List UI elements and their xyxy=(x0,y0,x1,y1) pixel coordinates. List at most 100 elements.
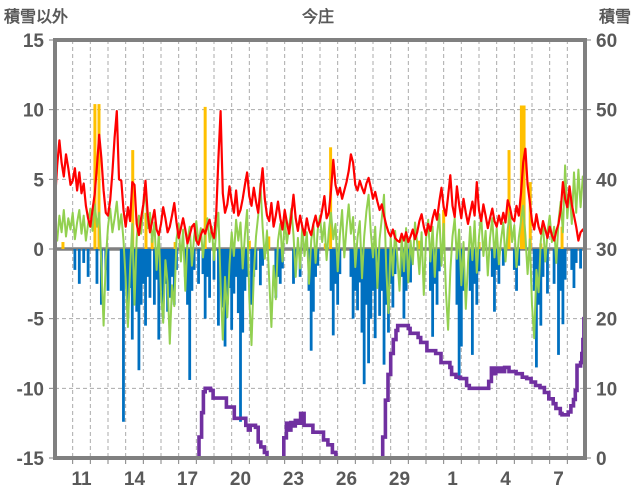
precip-bar xyxy=(367,249,370,364)
left-axis-label: -15 xyxy=(17,449,45,470)
precip-bar xyxy=(258,249,262,286)
left-axis-label: -5 xyxy=(27,310,44,331)
precip-bar xyxy=(77,249,81,284)
right-axis-label: 10 xyxy=(596,379,617,400)
precip-bar xyxy=(331,249,335,336)
precip-bar xyxy=(572,249,576,289)
precip-bar xyxy=(208,249,211,298)
precip-bar xyxy=(146,249,150,277)
precip-bar xyxy=(473,249,476,284)
precip-bar xyxy=(409,249,412,283)
precip-bar xyxy=(378,249,382,316)
precip-bar xyxy=(382,249,386,365)
sunshine-bar xyxy=(203,106,207,249)
precip-bar xyxy=(541,249,545,277)
precip-bar xyxy=(475,249,479,305)
precip-bar xyxy=(316,249,320,266)
precip-bar xyxy=(172,249,176,305)
temperature-line xyxy=(54,109,586,246)
snow-depth-line xyxy=(55,300,586,460)
precip-bar xyxy=(212,249,216,280)
precip-bar xyxy=(243,249,247,291)
precip-bar xyxy=(360,249,364,333)
precip-bar xyxy=(535,249,538,368)
sunshine-bar xyxy=(560,226,564,249)
precip-bar xyxy=(349,249,353,277)
precip-bar xyxy=(552,249,556,284)
left-axis-label: 10 xyxy=(23,101,44,122)
precip-bar xyxy=(148,249,152,298)
precip-bar xyxy=(351,249,355,319)
precip-bar xyxy=(497,249,501,284)
precip-bar xyxy=(241,249,245,333)
left-axis-title: 積雪以外 xyxy=(4,9,69,26)
right-axis-label: 30 xyxy=(596,240,617,261)
precip-bar xyxy=(221,249,225,308)
left-axis-label: 0 xyxy=(33,240,44,261)
precip-bar xyxy=(141,249,145,284)
precip-bar xyxy=(329,249,333,291)
left-axis-label: -10 xyxy=(17,379,44,400)
precip-bar xyxy=(559,249,563,291)
precip-bar xyxy=(477,249,481,272)
station-title: 今庄 xyxy=(301,9,335,26)
precip-bar xyxy=(95,249,99,284)
right-axis-title: 積雪 xyxy=(598,9,631,26)
precip-bar xyxy=(557,249,560,355)
x-axis-label: 26 xyxy=(336,469,357,490)
precip-bar xyxy=(254,249,258,270)
precip-bar xyxy=(561,249,565,325)
precip-bar xyxy=(144,249,147,326)
precip-bar xyxy=(501,249,505,266)
right-axis-label: 0 xyxy=(596,449,607,470)
precip-bar xyxy=(336,249,340,305)
precip-bar xyxy=(400,249,404,277)
left-axis-label: 15 xyxy=(23,31,45,52)
precip-bar xyxy=(512,249,516,270)
precip-bar xyxy=(431,249,435,337)
sunshine-bar xyxy=(417,240,421,249)
precip-bar xyxy=(490,249,494,277)
sunshine-bar xyxy=(93,104,97,250)
precip-bar xyxy=(309,249,313,351)
precip-bar xyxy=(353,249,357,291)
precip-bar xyxy=(82,249,86,263)
x-axis-label: 1 xyxy=(447,469,458,490)
precip-bar xyxy=(188,249,192,380)
precip-bar xyxy=(135,249,139,312)
right-axis-label: 60 xyxy=(596,31,617,52)
sunshine-bar xyxy=(150,237,154,249)
precip-bar xyxy=(217,249,220,326)
precip-bar xyxy=(371,249,375,291)
precip-bar xyxy=(373,249,377,339)
precip-bar xyxy=(130,249,134,340)
right-axis-label: 50 xyxy=(596,101,617,122)
precip-bar xyxy=(250,249,253,305)
precip-bar xyxy=(292,249,295,284)
precip-bar xyxy=(73,249,77,270)
precip-bar xyxy=(236,249,240,314)
precip-bar xyxy=(168,249,172,298)
precip-bar xyxy=(239,249,242,422)
precip-bar xyxy=(574,249,578,263)
precip-bar xyxy=(230,249,234,330)
precip-bar xyxy=(493,249,496,312)
precip-bar xyxy=(455,249,459,305)
precip-bar xyxy=(404,249,408,291)
precip-bar xyxy=(546,249,549,294)
precip-bar xyxy=(232,249,236,294)
precip-bar xyxy=(369,249,373,319)
precip-bar xyxy=(197,249,200,284)
x-axis-label: 4 xyxy=(500,469,511,490)
precip-bar xyxy=(157,249,161,340)
precip-bar xyxy=(152,249,156,305)
precip-bar xyxy=(170,249,174,277)
precip-bar xyxy=(137,249,141,371)
precip-bar xyxy=(201,249,205,275)
precip-bar xyxy=(203,249,207,319)
x-axis-label: 29 xyxy=(389,469,410,490)
precip-bar xyxy=(225,249,229,305)
x-axis-label: 7 xyxy=(553,469,564,490)
